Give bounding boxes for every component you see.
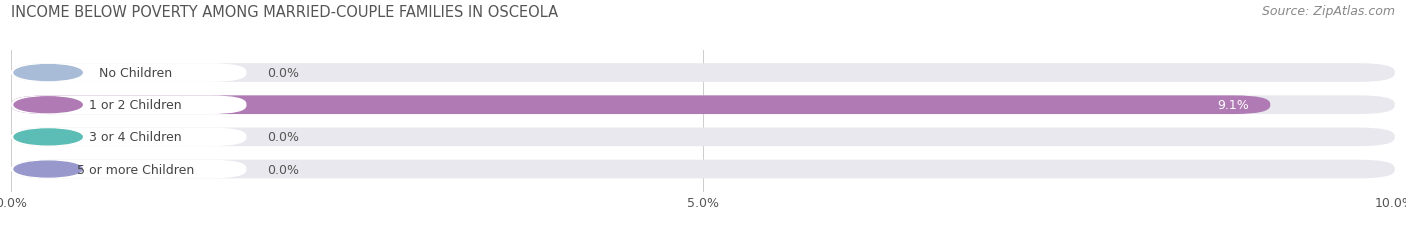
FancyBboxPatch shape — [11, 160, 1395, 179]
Text: INCOME BELOW POVERTY AMONG MARRIED-COUPLE FAMILIES IN OSCEOLA: INCOME BELOW POVERTY AMONG MARRIED-COUPL… — [11, 5, 558, 20]
Circle shape — [14, 129, 82, 145]
FancyBboxPatch shape — [11, 64, 1395, 82]
FancyBboxPatch shape — [11, 96, 1395, 115]
Text: 0.0%: 0.0% — [267, 163, 299, 176]
FancyBboxPatch shape — [11, 128, 246, 147]
Circle shape — [14, 97, 82, 113]
Text: 3 or 4 Children: 3 or 4 Children — [90, 131, 181, 144]
FancyBboxPatch shape — [11, 160, 246, 179]
FancyBboxPatch shape — [11, 96, 246, 115]
Circle shape — [14, 161, 82, 177]
Text: 1 or 2 Children: 1 or 2 Children — [90, 99, 181, 112]
Text: 0.0%: 0.0% — [267, 67, 299, 80]
FancyBboxPatch shape — [11, 128, 1395, 147]
FancyBboxPatch shape — [11, 96, 1270, 115]
FancyBboxPatch shape — [11, 64, 246, 82]
Text: No Children: No Children — [100, 67, 173, 80]
Text: 9.1%: 9.1% — [1218, 99, 1250, 112]
Circle shape — [14, 65, 82, 81]
Text: Source: ZipAtlas.com: Source: ZipAtlas.com — [1261, 5, 1395, 18]
Text: 0.0%: 0.0% — [267, 131, 299, 144]
Text: 5 or more Children: 5 or more Children — [77, 163, 194, 176]
